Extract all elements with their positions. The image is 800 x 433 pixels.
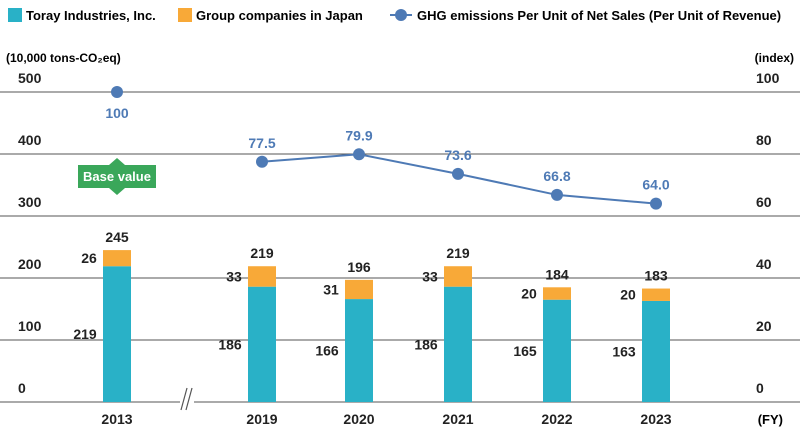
x-tick: 2023 (640, 411, 671, 427)
bar-group (345, 279, 373, 300)
ghg-point (650, 197, 662, 210)
x-tick: 2013 (101, 411, 132, 427)
label-total: 219 (250, 245, 274, 261)
label-toray: 186 (218, 336, 242, 352)
bar-group (543, 287, 571, 300)
ghg-value-label: 79.9 (345, 127, 372, 143)
ghg-point (452, 167, 464, 180)
ghg-value-label: 64.0 (642, 177, 669, 193)
label-toray: 186 (414, 336, 438, 352)
bar-toray (543, 299, 571, 402)
ghg-value-label: 77.5 (248, 135, 275, 151)
bar-toray (444, 286, 472, 402)
y-ticks-right: 0 20 40 60 80 100 (756, 70, 780, 396)
bar-toray (103, 266, 131, 402)
legend-swatch-toray (8, 8, 22, 22)
ghg-value-label: 100 (105, 105, 129, 121)
label-toray: 165 (513, 343, 537, 359)
bar-toray (642, 300, 670, 402)
legend: Toray Industries, Inc. Group companies i… (8, 8, 781, 23)
legend-swatch-group (178, 8, 192, 22)
bar-toray (345, 299, 373, 402)
bar-group (103, 250, 131, 267)
label-total: 196 (347, 259, 371, 275)
label-group: 33 (422, 268, 438, 284)
legend-label-group: Group companies in Japan (196, 8, 363, 23)
gridlines (0, 91, 800, 403)
ghg-line-series: 100 77.5 79.9 73.6 66.8 64.0 (105, 86, 670, 210)
ghg-point (353, 148, 365, 161)
label-toray: 163 (612, 343, 636, 359)
bar-group (444, 266, 472, 287)
ghg-value-label: 73.6 (444, 147, 471, 163)
label-total: 245 (105, 229, 129, 245)
x-ticks: 2013 2019 2020 2021 2022 2023 (101, 411, 671, 427)
y-tick-left: 400 (18, 132, 42, 148)
x-tick: 2022 (541, 411, 572, 427)
bar-toray (248, 286, 276, 402)
legend-marker-ghg (395, 9, 407, 21)
legend-label-ghg: GHG emissions Per Unit of Net Sales (Per… (417, 8, 781, 23)
y-tick-right: 100 (756, 70, 780, 86)
label-total: 184 (545, 266, 569, 282)
bars: 219 26 245 186 33 219 166 31 196 186 33 219 165 20 184… (73, 229, 670, 402)
y-axis-left-label: (10,000 tons-CO₂eq) (6, 51, 121, 65)
y-tick-left: 200 (18, 256, 42, 272)
base-value-badge: Base value (78, 158, 156, 195)
y-tick-left: 300 (18, 194, 42, 210)
y-tick-right: 40 (756, 256, 772, 272)
y-ticks-left: 0 100 200 300 400 500 (18, 70, 42, 396)
label-toray: 166 (315, 343, 339, 359)
x-tick: 2020 (343, 411, 374, 427)
label-group: 33 (226, 268, 242, 284)
y-tick-right: 80 (756, 132, 772, 148)
label-group: 20 (521, 286, 537, 302)
ghg-point (111, 86, 123, 98)
bar-group (248, 266, 276, 287)
y-axis-right-label: (index) (755, 51, 794, 65)
label-total: 219 (446, 245, 470, 261)
label-group: 20 (620, 287, 636, 303)
base-value-text: Base value (83, 169, 151, 184)
axis-break (180, 386, 194, 412)
label-toray: 219 (73, 326, 97, 342)
label-group: 31 (323, 281, 339, 297)
label-group: 26 (81, 250, 97, 266)
y-tick-right: 20 (756, 318, 772, 334)
label-total: 183 (644, 268, 668, 284)
x-tick: 2019 (246, 411, 277, 427)
base-value-badge-shape (78, 158, 156, 195)
ghg-point (256, 155, 268, 168)
x-axis-label: (FY) (758, 412, 783, 427)
y-tick-left: 500 (18, 70, 42, 86)
legend-label-toray: Toray Industries, Inc. (26, 8, 156, 23)
bar-group (642, 288, 670, 301)
ghg-point (551, 188, 563, 201)
y-tick-left: 100 (18, 318, 42, 334)
y-tick-right: 0 (756, 380, 764, 396)
ghg-value-label: 66.8 (543, 168, 570, 184)
y-tick-right: 60 (756, 194, 772, 210)
y-tick-left: 0 (18, 380, 26, 396)
x-tick: 2021 (442, 411, 473, 427)
